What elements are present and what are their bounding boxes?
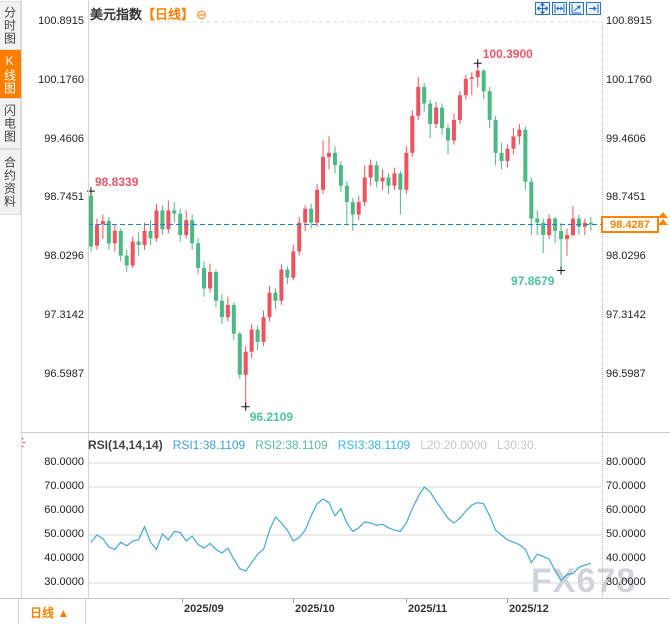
- sidebar-tab-lightning-chart[interactable]: 闪电图: [0, 98, 21, 149]
- axis-tick-label: 98.0296: [44, 250, 84, 263]
- plot-right-dotted-border: [602, 22, 603, 597]
- rsi-l20-value: L20:20.0000: [420, 438, 487, 452]
- axis-tick-label: 100.8915: [38, 15, 84, 27]
- rsi-line: [90, 486, 591, 582]
- axis-tick-label: 98.7451: [44, 191, 84, 204]
- axis-tick-label: 30.0000: [44, 576, 84, 588]
- collapse-icon[interactable]: ⊖: [196, 7, 207, 22]
- sidebar: 分时图 K线图 闪电图 合约资料: [0, 0, 22, 598]
- axis-tick-label: 98.0296: [606, 250, 646, 263]
- axis-tick-label: 70.0000: [44, 480, 84, 492]
- axis-tick-label: 100.8915: [606, 15, 652, 27]
- axis-tick-label: 50.0000: [606, 528, 646, 540]
- current-price-label: 98.4287: [601, 216, 659, 233]
- time-axis-bar: 日线 ▲ 2025/09 2025/10 2025/11 2025/12: [0, 598, 670, 624]
- rsi3-value: RSI3:38.1109: [337, 438, 411, 452]
- axis-tick-label: 40.0000: [606, 552, 646, 564]
- axis-tick-label: 50.0000: [44, 528, 84, 540]
- period-selector-button[interactable]: 日线 ▲: [30, 604, 69, 621]
- rsi1-value: RSI1:38.1109: [172, 438, 246, 452]
- sidebar-tab-time-chart[interactable]: 分时图: [0, 1, 21, 50]
- axis-tick-label: 96.5987: [606, 367, 646, 380]
- axis-tick-label: 70.0000: [606, 480, 646, 492]
- current-price-arrow-icon: [658, 212, 668, 231]
- axis-tick-label: 40.0000: [44, 552, 84, 564]
- sidebar-tab-contract-info[interactable]: 合约资料: [0, 149, 21, 215]
- price-annotation-label: 97.8679: [511, 273, 555, 288]
- x-axis-tickmark: [293, 599, 294, 603]
- x-axis-tickmark: [182, 599, 183, 603]
- x-axis-tickmark: [406, 599, 407, 603]
- triangle-up-icon: ▲: [57, 606, 70, 620]
- jump-to-latest-icon[interactable]: [586, 2, 601, 15]
- period-tag: 【日线】: [142, 7, 195, 22]
- axis-tick-label: 98.7451: [606, 191, 646, 204]
- sidebar-tab-candle-chart[interactable]: K线图: [0, 50, 21, 98]
- rsi-gridlines: [88, 462, 601, 584]
- price-annotation-label: 100.3900: [482, 47, 533, 62]
- axis-tick-label: 97.3142: [44, 309, 84, 322]
- period-label: 日线: [30, 606, 55, 620]
- x-axis-tick-label: 2025/11: [408, 603, 448, 615]
- bottom-separator: [18, 599, 19, 624]
- axis-tick-label: 80.0000: [44, 456, 84, 468]
- x-axis-tick-label: 2025/09: [184, 603, 224, 615]
- pan-tool-icon[interactable]: [535, 2, 550, 15]
- x-axis-tick-label: 2025/12: [509, 603, 549, 615]
- price-annotation-label: 98.8339: [95, 175, 139, 190]
- axis-tick-label: 30.0000: [606, 576, 646, 588]
- axis-tick-label: 96.5987: [44, 367, 84, 380]
- axis-tick-label: 80.0000: [606, 456, 646, 468]
- chart-header: 美元指数【日线】 ⊖: [90, 4, 207, 23]
- axis-tick-label: 60.0000: [44, 504, 84, 516]
- axis-tick-label: 97.3142: [606, 309, 646, 322]
- axis-tick-label: 100.1760: [38, 73, 84, 86]
- x-axis-tickmark: [507, 599, 508, 603]
- x-axis-tick-label: 2025/10: [295, 603, 335, 615]
- axis-tick-label: 100.1760: [606, 73, 652, 86]
- candlestick-series: [89, 63, 593, 407]
- rsi2-value: RSI2:38.1109: [255, 438, 328, 452]
- rsi-legend-name: RSI(14,14,14): [88, 438, 163, 452]
- fit-x-axis-icon[interactable]: [552, 2, 567, 15]
- extreme-markers: [87, 59, 566, 411]
- price-annotation-label: 96.2109: [249, 409, 294, 424]
- rsi-l30-value: L30:30.: [496, 438, 537, 452]
- bottom-separator: [85, 599, 86, 624]
- axis-tick-label: 60.0000: [606, 504, 646, 516]
- axis-tick-label: 99.4606: [606, 132, 646, 145]
- rsi-legend: RSI(14,14,14) RSI1:38.1109 RSI2:38.1109 …: [88, 438, 537, 452]
- plot-left-border: [88, 0, 89, 598]
- panel-divider: [22, 432, 670, 433]
- axis-tick-label: 99.4606: [44, 132, 84, 145]
- chart-toolbar: [535, 2, 601, 15]
- instrument-title: 美元指数: [90, 7, 143, 22]
- fit-y-axis-icon[interactable]: [569, 2, 584, 15]
